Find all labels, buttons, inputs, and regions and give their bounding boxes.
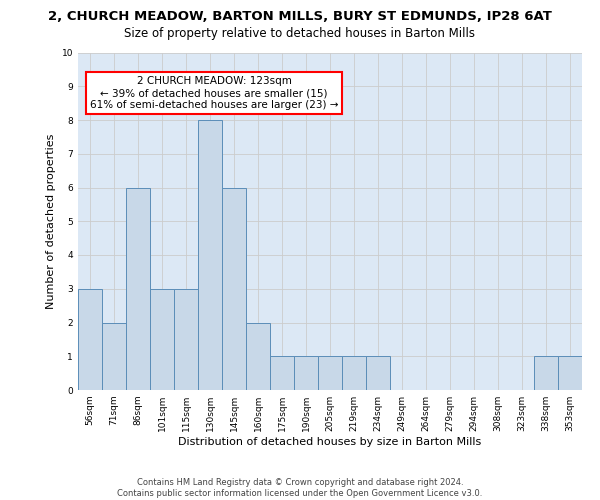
Bar xyxy=(318,356,342,390)
Text: Contains HM Land Registry data © Crown copyright and database right 2024.
Contai: Contains HM Land Registry data © Crown c… xyxy=(118,478,482,498)
Bar xyxy=(102,322,126,390)
Bar xyxy=(342,356,366,390)
Bar xyxy=(126,188,150,390)
Text: Size of property relative to detached houses in Barton Mills: Size of property relative to detached ho… xyxy=(125,28,476,40)
Bar xyxy=(222,188,246,390)
Bar xyxy=(558,356,582,390)
Bar xyxy=(174,289,198,390)
Bar xyxy=(246,322,270,390)
X-axis label: Distribution of detached houses by size in Barton Mills: Distribution of detached houses by size … xyxy=(178,437,482,447)
Bar xyxy=(78,289,102,390)
Bar xyxy=(534,356,558,390)
Bar xyxy=(150,289,174,390)
Bar xyxy=(294,356,318,390)
Y-axis label: Number of detached properties: Number of detached properties xyxy=(46,134,56,309)
Bar xyxy=(366,356,390,390)
Text: 2, CHURCH MEADOW, BARTON MILLS, BURY ST EDMUNDS, IP28 6AT: 2, CHURCH MEADOW, BARTON MILLS, BURY ST … xyxy=(48,10,552,23)
Bar xyxy=(198,120,222,390)
Text: 2 CHURCH MEADOW: 123sqm
← 39% of detached houses are smaller (15)
61% of semi-de: 2 CHURCH MEADOW: 123sqm ← 39% of detache… xyxy=(90,76,338,110)
Bar xyxy=(270,356,294,390)
